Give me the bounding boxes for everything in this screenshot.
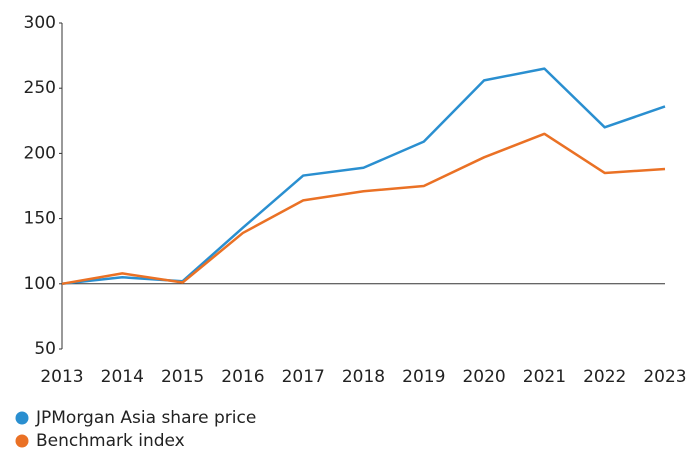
x-tick-label: 2019 [402, 367, 445, 387]
x-tick-label: 2015 [161, 367, 204, 387]
x-tick-label: 2017 [282, 367, 325, 387]
x-tick-label: 2023 [643, 367, 686, 387]
series-line [61, 67, 666, 286]
y-tick-label: 50 [34, 339, 56, 359]
y-tick-label: 300 [24, 13, 56, 33]
x-tick-label: 2021 [523, 367, 566, 387]
y-tick-label: 200 [24, 143, 56, 163]
x-tick-label: 2018 [342, 367, 385, 387]
legend-label: Benchmark index [36, 431, 185, 451]
x-tick-label: 2020 [462, 367, 505, 387]
x-tick-label: 2016 [221, 367, 264, 387]
y-tick-label: 100 [24, 274, 56, 294]
y-tick-label: 150 [24, 209, 56, 229]
y-tick-label: 250 [24, 78, 56, 98]
legend-swatch [15, 434, 29, 448]
legend-swatch [15, 411, 29, 425]
x-tick-label: 2013 [40, 367, 83, 387]
x-tick-label: 2014 [101, 367, 144, 387]
x-tick-label: 2022 [583, 367, 626, 387]
series-line [61, 132, 666, 286]
legend-label: JPMorgan Asia share price [35, 408, 256, 428]
